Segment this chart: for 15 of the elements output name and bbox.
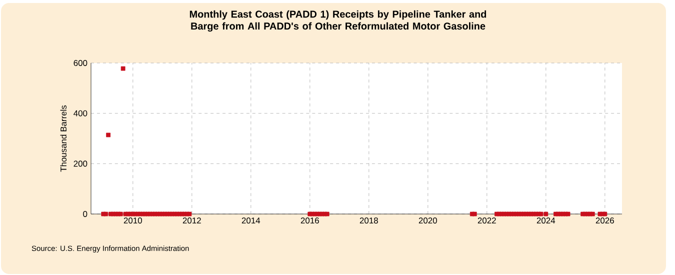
y-tick-label: 200 xyxy=(74,160,88,167)
y-tick-label: 400 xyxy=(74,110,88,116)
y-tick-label: 600 xyxy=(74,60,88,66)
x-tick-label: 2020 xyxy=(418,218,437,224)
x-tick-label: 2024 xyxy=(536,218,556,224)
y-tick-label: 0 xyxy=(83,211,88,217)
chart-title: Monthly East Coast (PADD 1) Receipts by Pipeline Tanker and Barge from All PADD's of Other Reformulated Motor Gasoline xyxy=(190,10,486,32)
x-tick-label: 2018 xyxy=(360,218,378,224)
y-axis-title: Thousand Barrels xyxy=(60,105,67,172)
x-tick-label: 2022 xyxy=(478,218,496,224)
x-tick-label: 2010 xyxy=(124,218,142,224)
x-tick-label: 2016 xyxy=(300,218,319,224)
x-tick-label: 2026 xyxy=(596,218,614,224)
x-tick-label: 2014 xyxy=(242,218,260,224)
x-tick-label: 2012 xyxy=(182,218,201,224)
